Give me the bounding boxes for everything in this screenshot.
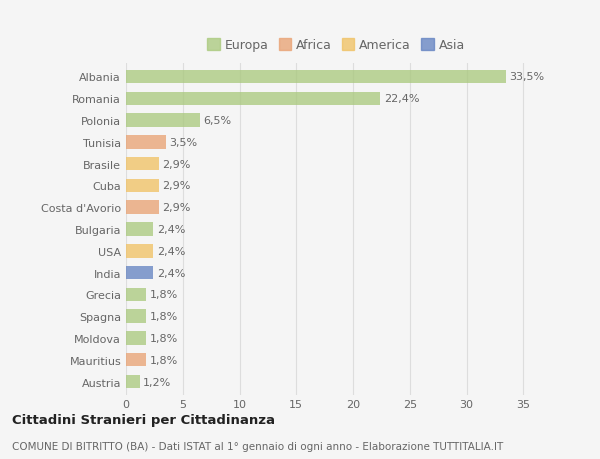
Text: 1,2%: 1,2% [143,377,171,386]
Text: 2,9%: 2,9% [163,203,191,213]
Text: 2,4%: 2,4% [157,268,185,278]
Legend: Europa, Africa, America, Asia: Europa, Africa, America, Asia [205,37,467,55]
Text: 2,9%: 2,9% [163,181,191,191]
Text: 1,8%: 1,8% [150,290,178,300]
Text: 33,5%: 33,5% [509,73,545,82]
Bar [126,92,380,106]
Text: 2,9%: 2,9% [163,159,191,169]
Bar [126,245,153,258]
Bar [126,353,146,367]
Text: 1,8%: 1,8% [150,333,178,343]
Bar [126,266,153,280]
Text: 1,8%: 1,8% [150,355,178,365]
Bar [126,136,166,149]
Text: 6,5%: 6,5% [203,116,232,126]
Bar [126,223,153,236]
Bar [126,179,159,193]
Text: Cittadini Stranieri per Cittadinanza: Cittadini Stranieri per Cittadinanza [12,413,275,426]
Bar [126,71,506,84]
Text: 2,4%: 2,4% [157,246,185,256]
Text: 22,4%: 22,4% [383,94,419,104]
Bar [126,310,146,323]
Bar [126,288,146,302]
Text: COMUNE DI BITRITTO (BA) - Dati ISTAT al 1° gennaio di ogni anno - Elaborazione T: COMUNE DI BITRITTO (BA) - Dati ISTAT al … [12,441,503,451]
Bar [126,157,159,171]
Bar [126,114,200,128]
Bar [126,331,146,345]
Bar [126,375,140,388]
Text: 2,4%: 2,4% [157,224,185,235]
Bar [126,201,159,214]
Text: 3,5%: 3,5% [169,138,197,147]
Text: 1,8%: 1,8% [150,312,178,321]
